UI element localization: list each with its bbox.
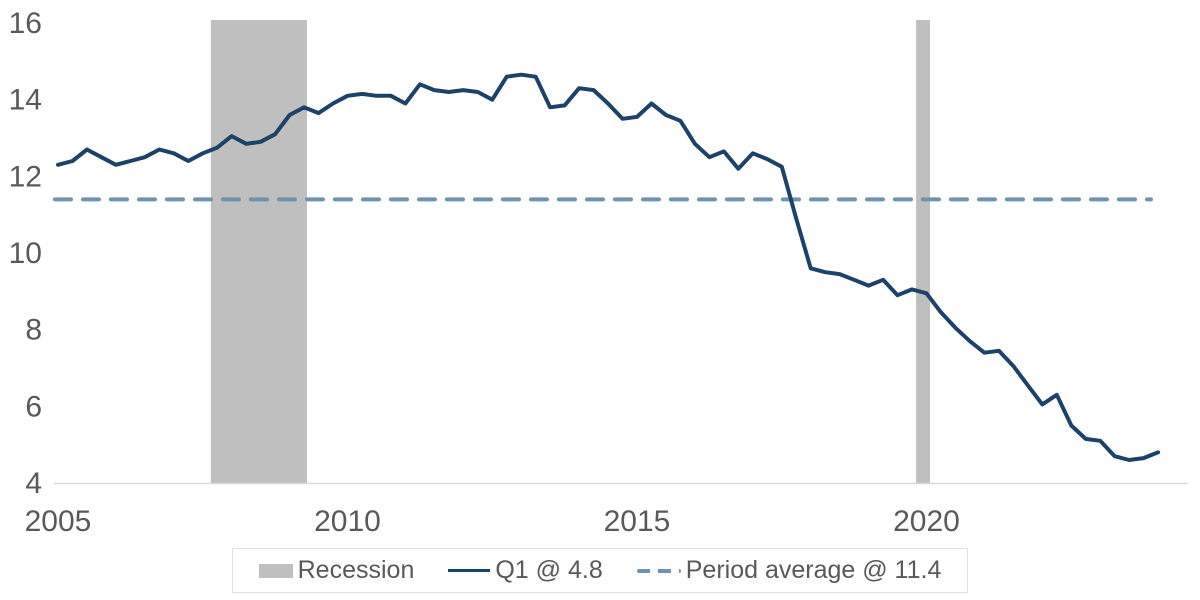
legend-label-recession: Recession bbox=[297, 556, 415, 584]
y-axis-label: 8 bbox=[25, 314, 42, 347]
legend: Recession Q1 @ 4.8 Period average @ 11.4 bbox=[231, 548, 969, 593]
legend-row: Recession Q1 @ 4.8 Period average @ 11.4 bbox=[0, 548, 1200, 593]
legend-label-average: Period average @ 11.4 bbox=[685, 556, 942, 584]
plot-area: 4 6 8 10 12 14 16 2005 2010 2015 2020 bbox=[9, 7, 1188, 538]
x-axis-label: 2015 bbox=[604, 505, 671, 538]
series-line bbox=[56, 72, 1161, 462]
recession-band bbox=[916, 20, 930, 483]
recession-swatch bbox=[258, 563, 293, 578]
y-axis-label: 10 bbox=[9, 237, 42, 270]
legend-item-average: Period average @ 11.4 bbox=[636, 556, 942, 585]
series-line-swatch bbox=[448, 569, 491, 572]
legend-item-series: Q1 @ 4.8 bbox=[448, 556, 603, 585]
average-line-swatch bbox=[636, 568, 681, 573]
legend-item-recession: Recession bbox=[258, 556, 415, 585]
recession-band bbox=[210, 20, 307, 483]
y-axis-label: 14 bbox=[9, 84, 42, 117]
x-axis-label: 2020 bbox=[893, 505, 960, 538]
x-axis-label: 2005 bbox=[25, 505, 92, 538]
y-axis-label: 6 bbox=[25, 390, 42, 423]
y-axis-label: 12 bbox=[9, 160, 42, 193]
x-axis-label: 2010 bbox=[314, 505, 381, 538]
y-axis-label: 4 bbox=[25, 467, 42, 500]
legend-label-series: Q1 @ 4.8 bbox=[495, 556, 603, 584]
y-axis-label: 16 bbox=[9, 7, 42, 40]
